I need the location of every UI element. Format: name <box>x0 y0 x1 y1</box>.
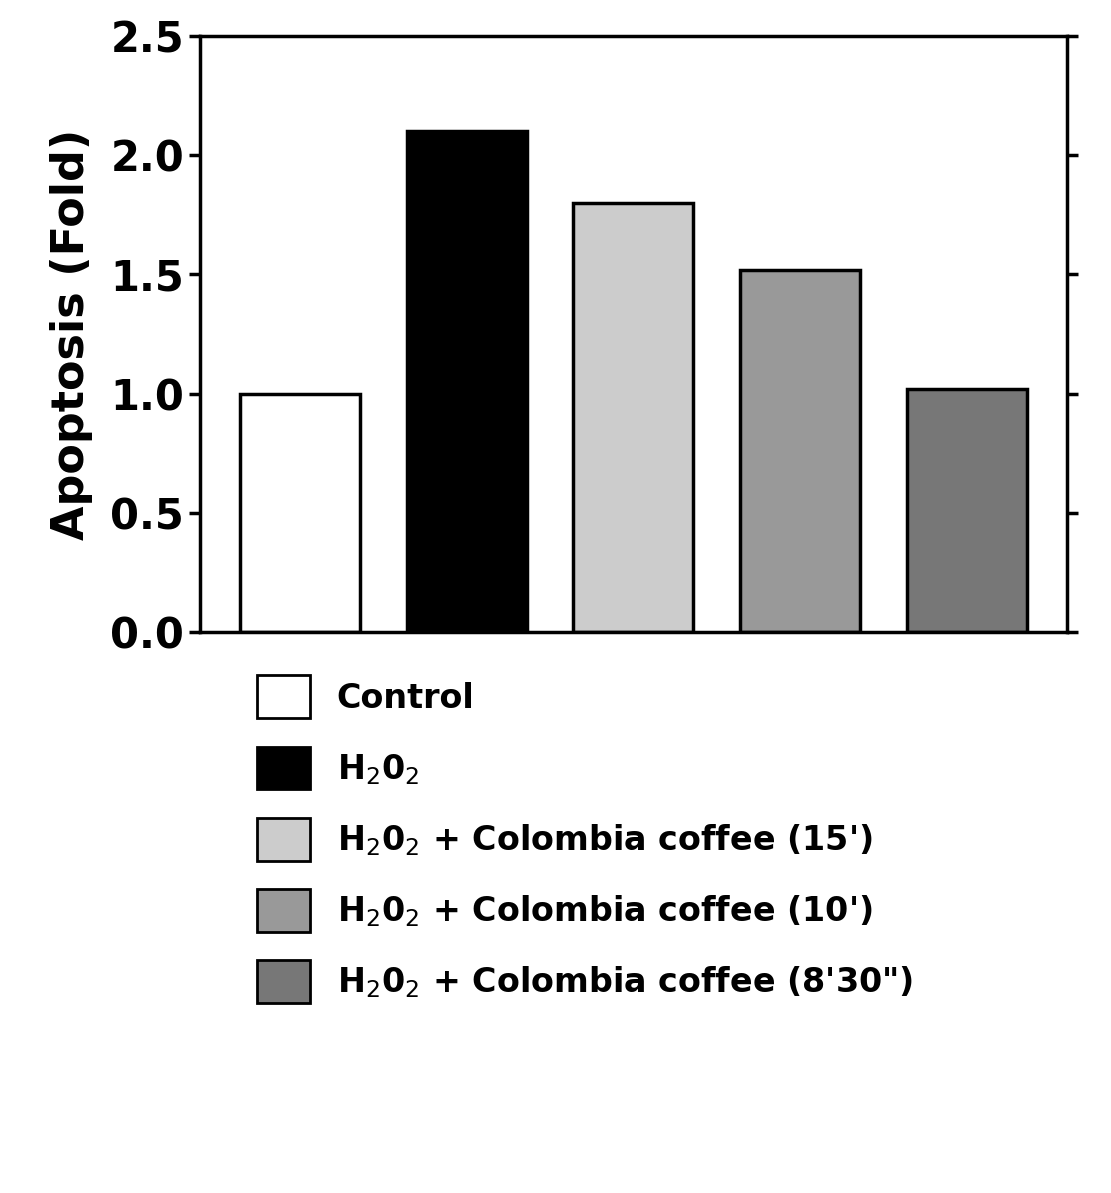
Bar <box>740 270 860 632</box>
Bar <box>240 394 360 632</box>
Bar <box>573 203 693 632</box>
Y-axis label: Apoptosis (Fold): Apoptosis (Fold) <box>50 129 93 539</box>
Bar <box>407 131 527 632</box>
Legend: Control, H$_2$0$_2$, H$_2$0$_2$ + Colombia coffee (15'), H$_2$0$_2$ + Colombia c: Control, H$_2$0$_2$, H$_2$0$_2$ + Colomb… <box>243 662 927 1016</box>
Bar <box>907 389 1027 632</box>
